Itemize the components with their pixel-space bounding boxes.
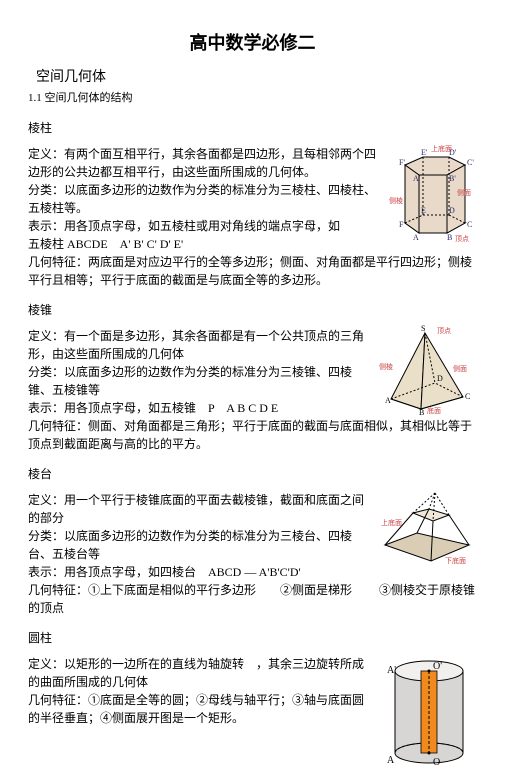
svg-text:F': F' <box>399 158 405 167</box>
svg-text:S: S <box>421 325 425 333</box>
svg-text:E: E <box>421 206 426 215</box>
frustum-head: 棱台 <box>28 465 477 483</box>
svg-text:顶点: 顶点 <box>437 327 451 335</box>
svg-text:C: C <box>467 220 472 229</box>
svg-text:O': O' <box>433 661 442 672</box>
page-title: 高中数学必修二 <box>28 30 477 57</box>
frustum-figure: 上底面下底面 <box>377 489 477 567</box>
prism-head: 棱柱 <box>28 119 477 137</box>
svg-text:底面: 底面 <box>427 406 441 415</box>
svg-text:A': A' <box>413 174 421 183</box>
svg-text:B: B <box>447 233 452 242</box>
svg-text:侧面: 侧面 <box>457 188 471 197</box>
svg-text:F: F <box>399 220 404 229</box>
svg-text:顶点: 顶点 <box>455 235 469 243</box>
svg-text:下底面: 下底面 <box>445 556 466 565</box>
svg-text:B: B <box>419 408 424 415</box>
prism-feat: 几何特征：两底面是对应边平行的全等多边形；侧面、对角面都是平行四边形；侧棱平行且… <box>28 253 477 289</box>
svg-text:E': E' <box>421 148 428 157</box>
pyramid-head: 棱锥 <box>28 301 477 319</box>
cylinder-figure: A' O' A O <box>381 653 477 773</box>
section-prism: 棱柱 F'E'D'C'B'A'FEDCBA上底面侧面侧棱顶点 定义：有两个面互相… <box>28 119 477 289</box>
svg-text:上底面: 上底面 <box>381 518 402 527</box>
svg-text:C: C <box>465 392 470 401</box>
svg-text:D: D <box>437 374 443 383</box>
svg-text:A: A <box>385 396 391 405</box>
svg-text:侧棱: 侧棱 <box>389 196 403 205</box>
svg-text:O: O <box>433 757 440 768</box>
prism-figure: F'E'D'C'B'A'FEDCBA上底面侧面侧棱顶点 <box>387 143 477 243</box>
pyramid-figure: S A B C D 顶点侧面 侧棱底面 <box>377 325 477 415</box>
section-cylinder: 圆柱 A'O'AO 定义：以矩形的一边所在的直线为轴旋转 ，其余三边旋转所成的曲… <box>28 629 477 773</box>
svg-text:C': C' <box>467 158 474 167</box>
svg-text:A: A <box>387 755 395 766</box>
section-frustum: 棱台 上底面下底面 定义：用一个平行于棱锥底面的平面去截棱锥，截面和底面之间的部… <box>28 465 477 617</box>
section-pyramid: 棱锥 SABCD顶点侧面侧棱底面 定义：有一个面是多边形，其余各面都是有一个公共… <box>28 301 477 453</box>
frustum-feat: 几何特征：①上下底面是相似的平行多边形 ②侧面是梯形 ③侧棱交于原棱锥的顶点 <box>28 581 477 617</box>
svg-text:上底面: 上底面 <box>431 144 452 153</box>
svg-text:A: A <box>413 233 419 242</box>
svg-text:B': B' <box>449 174 456 183</box>
svg-text:A': A' <box>387 665 396 676</box>
section-number: 1.1 空间几何体的结构 <box>28 90 477 107</box>
frustum-feat-a: 几何特征：①上下底面是相似的平行多边形 ②侧面是梯形 <box>28 583 352 597</box>
subtitle: 空间几何体 <box>36 67 477 88</box>
pyramid-feat: 几何特征：侧面、对角面都是三角形；平行于底面的截面与底面相似，其相似比等于顶点到… <box>28 417 477 453</box>
svg-text:侧棱: 侧棱 <box>379 362 393 371</box>
svg-text:侧面: 侧面 <box>453 364 467 373</box>
svg-text:D: D <box>449 206 455 215</box>
cylinder-head: 圆柱 <box>28 629 477 647</box>
